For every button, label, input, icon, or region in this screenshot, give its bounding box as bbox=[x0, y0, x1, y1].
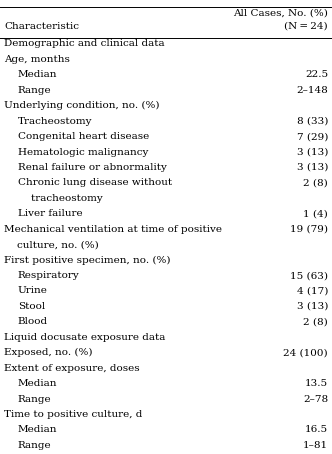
Text: Chronic lung disease without: Chronic lung disease without bbox=[18, 178, 172, 188]
Text: All Cases, No. (%): All Cases, No. (%) bbox=[233, 8, 328, 17]
Text: Characteristic: Characteristic bbox=[4, 22, 79, 31]
Text: Time to positive culture, d: Time to positive culture, d bbox=[4, 410, 142, 419]
Text: 7 (29): 7 (29) bbox=[296, 132, 328, 141]
Text: 2–148: 2–148 bbox=[296, 86, 328, 95]
Text: First positive specimen, no. (%): First positive specimen, no. (%) bbox=[4, 256, 171, 265]
Text: Liver failure: Liver failure bbox=[18, 209, 83, 218]
Text: Median: Median bbox=[18, 70, 57, 79]
Text: Blood: Blood bbox=[18, 317, 48, 326]
Text: 16.5: 16.5 bbox=[305, 425, 328, 434]
Text: Urine: Urine bbox=[18, 286, 48, 296]
Text: 8 (33): 8 (33) bbox=[296, 117, 328, 126]
Text: 24 (100): 24 (100) bbox=[284, 348, 328, 357]
Text: 13.5: 13.5 bbox=[305, 379, 328, 388]
Text: 3 (13): 3 (13) bbox=[296, 302, 328, 311]
Text: Mechanical ventilation at time of positive: Mechanical ventilation at time of positi… bbox=[4, 225, 222, 234]
Text: (N = 24): (N = 24) bbox=[285, 22, 328, 31]
Text: Renal failure or abnormality: Renal failure or abnormality bbox=[18, 163, 167, 172]
Text: Hematologic malignancy: Hematologic malignancy bbox=[18, 148, 148, 157]
Text: Range: Range bbox=[18, 86, 51, 95]
Text: Range: Range bbox=[18, 441, 51, 450]
Text: Respiratory: Respiratory bbox=[18, 271, 80, 280]
Text: tracheostomy: tracheostomy bbox=[18, 194, 103, 203]
Text: 1–81: 1–81 bbox=[303, 441, 328, 450]
Text: 3 (13): 3 (13) bbox=[296, 163, 328, 172]
Text: Demographic and clinical data: Demographic and clinical data bbox=[4, 39, 165, 49]
Text: Median: Median bbox=[18, 379, 57, 388]
Text: 15 (63): 15 (63) bbox=[290, 271, 328, 280]
Text: 2 (8): 2 (8) bbox=[303, 317, 328, 326]
Text: Range: Range bbox=[18, 395, 51, 404]
Text: Congenital heart disease: Congenital heart disease bbox=[18, 132, 149, 141]
Text: Liquid docusate exposure data: Liquid docusate exposure data bbox=[4, 333, 165, 342]
Text: 2–78: 2–78 bbox=[303, 395, 328, 404]
Text: culture, no. (%): culture, no. (%) bbox=[4, 240, 99, 249]
Text: Tracheostomy: Tracheostomy bbox=[18, 117, 92, 126]
Text: Underlying condition, no. (%): Underlying condition, no. (%) bbox=[4, 101, 159, 110]
Text: Age, months: Age, months bbox=[4, 55, 70, 64]
Text: 19 (79): 19 (79) bbox=[290, 225, 328, 234]
Text: 4 (17): 4 (17) bbox=[296, 286, 328, 296]
Text: Exposed, no. (%): Exposed, no. (%) bbox=[4, 348, 93, 357]
Text: 2 (8): 2 (8) bbox=[303, 178, 328, 188]
Text: 1 (4): 1 (4) bbox=[303, 209, 328, 218]
Text: Median: Median bbox=[18, 425, 57, 434]
Text: Stool: Stool bbox=[18, 302, 45, 311]
Text: Extent of exposure, doses: Extent of exposure, doses bbox=[4, 364, 140, 373]
Text: 22.5: 22.5 bbox=[305, 70, 328, 79]
Text: 3 (13): 3 (13) bbox=[296, 148, 328, 157]
